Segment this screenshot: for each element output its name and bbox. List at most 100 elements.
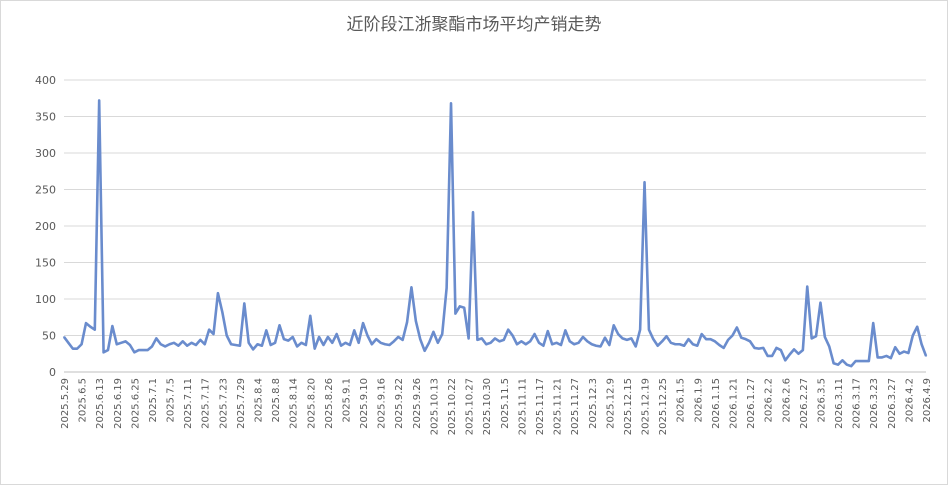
- data-point: [388, 344, 391, 346]
- data-point: [762, 347, 765, 349]
- data-point: [872, 322, 875, 324]
- data-point: [503, 339, 505, 341]
- data-point: [107, 349, 109, 351]
- data-point: [542, 344, 545, 347]
- data-point: [850, 365, 853, 367]
- data-point: [832, 362, 835, 365]
- data-point: [859, 360, 861, 362]
- data-point: [656, 344, 659, 347]
- data-point: [146, 349, 149, 351]
- gridlines: [64, 79, 926, 373]
- data-point: [129, 344, 131, 346]
- data-point: [362, 322, 364, 324]
- data-point: [278, 324, 281, 327]
- x-tick-label: 2025.10.22: [447, 378, 458, 435]
- x-tick-label: 2025.6.25: [130, 378, 141, 429]
- data-point: [428, 342, 430, 344]
- data-point: [722, 347, 725, 349]
- data-point: [749, 340, 751, 343]
- data-point: [516, 343, 518, 346]
- data-point: [828, 345, 831, 348]
- data-point: [283, 338, 285, 340]
- data-point: [810, 337, 813, 340]
- data-point: [291, 336, 294, 338]
- data-point: [674, 343, 677, 346]
- data-point: [476, 339, 479, 341]
- x-tick-label: 2026.1.5: [676, 378, 687, 423]
- data-point: [168, 343, 171, 346]
- data-point: [806, 285, 809, 288]
- data-point: [912, 334, 914, 337]
- data-point: [384, 343, 386, 346]
- data-point: [837, 363, 839, 366]
- data-point: [744, 338, 747, 340]
- data-point: [124, 340, 127, 343]
- x-tick-label: 2025.6.5: [78, 378, 89, 423]
- data-point: [230, 343, 232, 346]
- data-point: [379, 342, 382, 344]
- data-point: [199, 339, 202, 341]
- data-point: [120, 342, 122, 344]
- x-tick-label: 2025.9.16: [377, 378, 388, 429]
- data-point: [340, 344, 342, 347]
- x-tick-label: 2026.2.6: [781, 378, 792, 423]
- data-point: [740, 336, 743, 339]
- data-point: [318, 336, 320, 338]
- data-point: [300, 342, 303, 344]
- x-tick-label: 2025.8.14: [289, 378, 300, 429]
- data-point: [775, 347, 778, 349]
- x-tick-label: 2025.9.26: [412, 378, 423, 429]
- data-point: [221, 311, 224, 313]
- data-point: [375, 338, 378, 340]
- x-tick-label: 2026.3.23: [869, 378, 880, 429]
- x-tick-label: 2025.8.26: [324, 378, 335, 429]
- data-point: [634, 345, 637, 348]
- data-point: [780, 349, 782, 351]
- data-points: [63, 99, 927, 367]
- data-point: [80, 343, 83, 346]
- data-point: [401, 339, 404, 341]
- data-point: [771, 355, 773, 357]
- data-point: [705, 338, 707, 340]
- x-tick-label: 2025.11.11: [517, 378, 528, 435]
- x-tick-label: 2025.12.3: [588, 378, 599, 429]
- data-point: [529, 340, 531, 343]
- x-tick-label: 2025.8.4: [254, 378, 265, 423]
- x-tick-label: 2025.11.21: [553, 378, 564, 435]
- data-point: [617, 333, 619, 335]
- x-tick-label: 2026.3.5: [816, 378, 827, 423]
- data-point: [489, 342, 492, 344]
- data-point: [854, 360, 857, 362]
- data-point: [599, 345, 602, 348]
- data-point: [793, 348, 795, 351]
- data-point: [670, 342, 672, 344]
- data-point: [164, 345, 166, 348]
- data-point: [159, 343, 162, 346]
- x-tick-label: 2025.7.17: [201, 378, 212, 429]
- data-point: [824, 336, 826, 338]
- x-tick-label: 2025.10.30: [482, 378, 493, 435]
- x-tick-label: 2026.1.27: [746, 378, 757, 429]
- data-point: [802, 349, 804, 351]
- data-point: [903, 350, 905, 353]
- x-tick-label: 2026.2.2: [764, 378, 775, 423]
- x-tick-label: 2026.3.27: [887, 378, 898, 429]
- data-point: [494, 337, 496, 340]
- data-point: [287, 339, 290, 342]
- data-point: [890, 357, 892, 359]
- data-point: [881, 356, 883, 359]
- data-point: [560, 344, 562, 346]
- data-point: [661, 340, 663, 343]
- data-point: [652, 338, 655, 340]
- data-point: [551, 343, 553, 346]
- data-point: [459, 305, 461, 308]
- data-point: [313, 347, 316, 350]
- data-point: [133, 351, 136, 354]
- data-point: [467, 337, 470, 340]
- data-point: [590, 343, 593, 346]
- x-tick-label: 2025.7.29: [236, 378, 247, 429]
- x-tick-label: 2026.2.27: [799, 378, 810, 429]
- data-point: [524, 343, 527, 346]
- x-tick-label: 2025.9.22: [394, 378, 405, 429]
